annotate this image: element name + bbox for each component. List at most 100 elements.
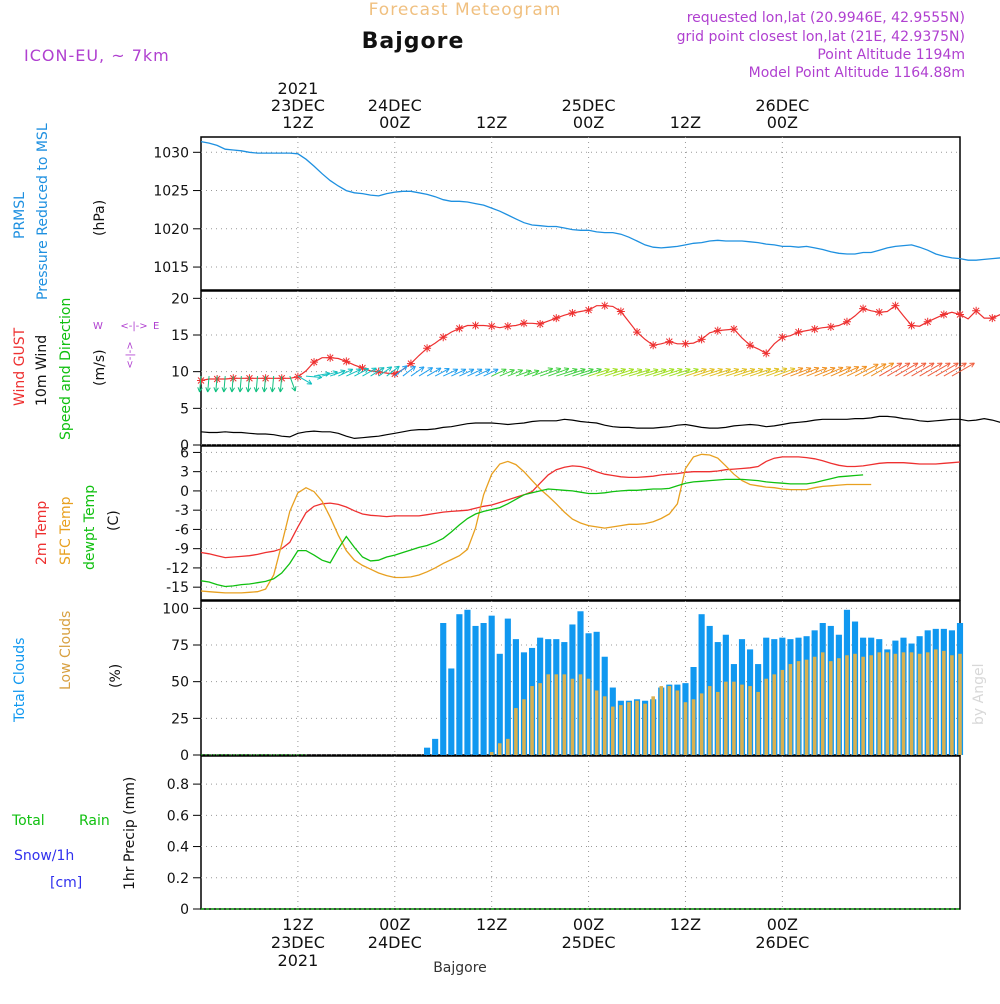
snow-label: Snow/1h xyxy=(14,848,74,864)
wind-direction-arrow xyxy=(499,369,515,377)
low-cloud-bar xyxy=(538,683,542,755)
top-axis-label: 00Z xyxy=(573,113,604,132)
compass-w: W xyxy=(93,321,103,332)
low-cloud-bar xyxy=(506,738,510,755)
gust-marker xyxy=(519,319,528,328)
temp-panel-labels: 2m Temp SFC Temp dewpt Temp (C) xyxy=(34,485,122,570)
wind-direction-arrow xyxy=(426,367,442,377)
low-cloud-bar xyxy=(748,686,752,755)
grid-point-coords: grid point closest lon,lat (21E, 42.9375… xyxy=(677,29,965,45)
wind-arrow-head xyxy=(468,368,475,374)
clouds-ytick-label: 75 xyxy=(171,638,189,654)
wind-arrow-head xyxy=(493,368,499,374)
low-cloud-bar xyxy=(901,652,906,755)
wind-direction-arrow xyxy=(515,370,532,377)
gust-marker xyxy=(293,372,302,381)
panels-layer: 103010251020101520151050630-3-6-9-12-151… xyxy=(153,136,1000,918)
wind-arrow-head xyxy=(306,379,313,385)
low-cloud-bar xyxy=(594,690,599,755)
wind-direction-arrow xyxy=(870,362,894,377)
top-axis-label: 23DEC xyxy=(271,96,325,115)
wind-direction-arrow xyxy=(247,376,250,393)
wind-arrow-head xyxy=(596,367,602,374)
total-cloud-bar xyxy=(424,747,431,755)
bottom-axis-label: 23DEC xyxy=(271,933,325,952)
wind-direction-arrow xyxy=(854,363,879,377)
pressure-ytick-label: 1025 xyxy=(153,184,189,200)
wind-arrow-head xyxy=(709,367,715,374)
wind-arrow-head xyxy=(725,367,731,374)
gust-marker xyxy=(326,353,335,362)
wind-arrow-head xyxy=(604,367,610,374)
low-cloud-bar xyxy=(489,752,494,755)
wind-direction-arrow xyxy=(822,367,844,377)
wind-direction-arrow xyxy=(620,369,643,377)
low-cloud-bar xyxy=(667,686,672,755)
wind-direction-arrow xyxy=(491,368,507,377)
wind-direction-arrow xyxy=(548,368,570,377)
wind-arrow-head xyxy=(261,387,268,393)
wind-arrow-head xyxy=(501,368,507,374)
wind-direction-arrow xyxy=(669,368,691,377)
wind-arrow-head xyxy=(427,367,434,373)
temp-sfc-line xyxy=(200,453,872,594)
wind-direction-arrow xyxy=(862,363,887,377)
total-rain-label-2: Rain xyxy=(79,813,110,829)
wind-direction-arrow xyxy=(588,368,610,377)
temp-ytick-label: -6 xyxy=(175,522,189,538)
precip-ytick-label: 0 xyxy=(180,902,189,918)
gust-marker xyxy=(536,320,545,328)
wind-arrow-head xyxy=(669,367,675,374)
gust-marker xyxy=(729,325,738,334)
wind-direction-arrow xyxy=(279,376,283,393)
pressure-ytick-label: 1020 xyxy=(153,222,189,238)
low-cloud-bar xyxy=(942,650,946,755)
wind-arrow-head xyxy=(953,362,959,368)
wind-direction-arrow xyxy=(782,367,804,377)
wind-direction-arrow xyxy=(354,368,369,377)
wind-direction-arrow xyxy=(215,376,218,393)
wind-direction-arrow xyxy=(846,365,867,377)
compass-arrow-horizontal: <-|-> xyxy=(120,321,147,332)
gust-marker xyxy=(649,341,658,350)
wind-arrow-head xyxy=(379,367,385,373)
temp-dewpt-label: dewpt Temp xyxy=(82,485,98,570)
low-cloud-bar xyxy=(530,686,534,755)
wind-ytick-label: 15 xyxy=(171,328,189,344)
top-axis-label: 25DEC xyxy=(562,96,616,115)
wind-arrow-head xyxy=(572,367,578,374)
low-cloud-bar xyxy=(586,678,591,755)
low-cloud-bar xyxy=(893,653,898,755)
low-cloud-bar xyxy=(554,674,559,755)
wind-arrow-head xyxy=(881,363,887,369)
low-cloud-bar xyxy=(796,661,801,755)
low-cloud-bar xyxy=(514,708,518,755)
wind-arrow-head xyxy=(813,366,820,372)
total-cloud-bar xyxy=(456,614,463,755)
wind-arrow-head xyxy=(873,363,879,369)
low-cloud-bar xyxy=(578,674,583,755)
low-cloud-bar xyxy=(683,702,688,755)
prmsl-line xyxy=(200,140,1000,261)
gust-marker xyxy=(455,324,464,333)
location-title: Bajgore xyxy=(362,29,465,54)
low-cloud-bar xyxy=(917,653,922,755)
model-altitude: Model Point Altitude 1164.88m xyxy=(749,65,965,81)
wind-direction-arrow xyxy=(271,376,275,393)
low-cloud-bar xyxy=(732,681,736,755)
wind-direction-arrow xyxy=(475,368,491,377)
wind-direction-arrow xyxy=(943,362,967,377)
low-cloud-bar xyxy=(699,693,704,755)
wind-direction-arrow xyxy=(467,368,483,377)
wind-direction-arrow xyxy=(289,375,296,392)
wind-direction-arrow xyxy=(798,367,820,377)
precip-panel: 0.8 0.6 0.4 0.2 0 xyxy=(167,755,961,918)
gust-marker xyxy=(875,308,884,317)
wind-direction-arrow xyxy=(911,362,935,377)
gust-marker xyxy=(810,325,819,334)
low-cloud-bar xyxy=(627,702,631,755)
wind-arrow-head xyxy=(620,367,627,374)
total-cloud-bar xyxy=(448,668,455,755)
wind-arrow-head xyxy=(205,387,211,393)
wind-arrow-head xyxy=(509,368,515,374)
